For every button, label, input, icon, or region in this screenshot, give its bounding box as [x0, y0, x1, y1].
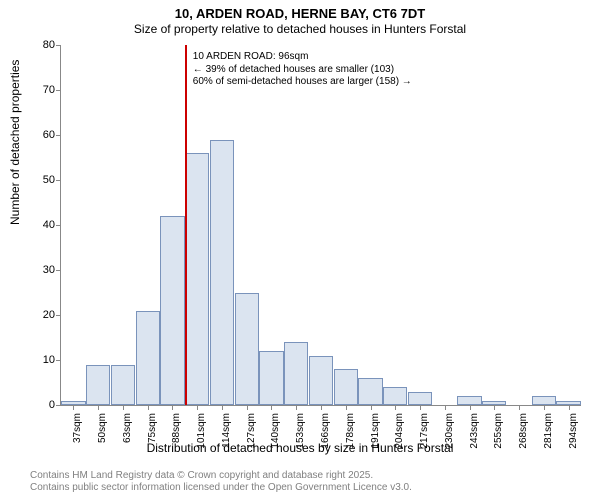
histogram-bar — [111, 365, 135, 406]
x-tick-label: 127sqm — [246, 413, 257, 453]
y-tick-label: 0 — [49, 399, 55, 411]
histogram-bar — [185, 153, 209, 405]
x-tick-label: 50sqm — [97, 413, 108, 453]
x-tick — [420, 405, 421, 410]
x-tick — [98, 405, 99, 410]
title-sub: Size of property relative to detached ho… — [0, 22, 600, 36]
y-tick-label: 20 — [43, 309, 55, 321]
histogram-bar — [334, 369, 358, 405]
x-tick — [73, 405, 74, 410]
histogram-bar — [383, 387, 407, 405]
x-tick-label: 230sqm — [444, 413, 455, 453]
histogram-bar — [532, 396, 556, 405]
histogram-bar — [284, 342, 308, 405]
y-tick — [56, 180, 61, 181]
x-tick — [148, 405, 149, 410]
x-tick-label: 294sqm — [568, 413, 579, 453]
y-tick — [56, 225, 61, 226]
histogram-bar — [309, 356, 333, 406]
y-tick-label: 40 — [43, 219, 55, 231]
y-tick — [56, 135, 61, 136]
x-tick-label: 217sqm — [419, 413, 430, 453]
y-tick — [56, 45, 61, 46]
x-tick-label: 63sqm — [122, 413, 133, 453]
x-tick — [544, 405, 545, 410]
x-tick-label: 114sqm — [221, 413, 232, 453]
plot-area: 10 ARDEN ROAD: 96sqm← 39% of detached ho… — [60, 45, 581, 406]
histogram-bar — [259, 351, 283, 405]
footer-line2: Contains public sector information licen… — [30, 482, 412, 494]
x-tick — [271, 405, 272, 410]
histogram-bar — [358, 378, 382, 405]
y-tick-label: 50 — [43, 174, 55, 186]
x-tick — [222, 405, 223, 410]
x-tick-label: 101sqm — [196, 413, 207, 453]
chart-container: 10, ARDEN ROAD, HERNE BAY, CT6 7DT Size … — [0, 0, 600, 500]
x-tick — [123, 405, 124, 410]
x-tick — [197, 405, 198, 410]
x-tick-label: 255sqm — [493, 413, 504, 453]
y-tick — [56, 315, 61, 316]
y-tick-label: 70 — [43, 84, 55, 96]
x-tick-label: 204sqm — [394, 413, 405, 453]
x-tick — [296, 405, 297, 410]
title-main: 10, ARDEN ROAD, HERNE BAY, CT6 7DT — [0, 6, 600, 21]
y-tick — [56, 360, 61, 361]
histogram-bar — [408, 392, 432, 406]
y-tick-label: 10 — [43, 354, 55, 366]
annot-line2: ← 39% of detached houses are smaller (10… — [193, 64, 412, 77]
x-tick-label: 281sqm — [543, 413, 554, 453]
annot-line1: 10 ARDEN ROAD: 96sqm — [193, 51, 412, 64]
histogram-bar — [235, 293, 259, 406]
x-tick — [371, 405, 372, 410]
x-tick — [569, 405, 570, 410]
x-tick-label: 88sqm — [171, 413, 182, 453]
x-tick-label: 191sqm — [370, 413, 381, 453]
x-tick — [247, 405, 248, 410]
x-tick-label: 243sqm — [469, 413, 480, 453]
x-tick-label: 37sqm — [72, 413, 83, 453]
x-tick — [321, 405, 322, 410]
histogram-bar — [210, 140, 234, 406]
x-tick — [445, 405, 446, 410]
histogram-bar — [457, 396, 481, 405]
y-tick — [56, 405, 61, 406]
x-tick-label: 153sqm — [295, 413, 306, 453]
x-tick — [470, 405, 471, 410]
x-tick-label: 75sqm — [147, 413, 158, 453]
x-tick — [172, 405, 173, 410]
annot-line3: 60% of semi-detached houses are larger (… — [193, 76, 412, 89]
y-tick-label: 30 — [43, 264, 55, 276]
x-tick-label: 178sqm — [345, 413, 356, 453]
y-tick — [56, 90, 61, 91]
x-tick-label: 166sqm — [320, 413, 331, 453]
x-tick — [346, 405, 347, 410]
y-axis-label: Number of detached properties — [8, 60, 22, 225]
y-tick-label: 80 — [43, 39, 55, 51]
y-tick — [56, 270, 61, 271]
y-tick-label: 60 — [43, 129, 55, 141]
x-tick-label: 140sqm — [270, 413, 281, 453]
x-tick — [494, 405, 495, 410]
x-tick-label: 268sqm — [518, 413, 529, 453]
reference-line — [185, 45, 187, 405]
histogram-bar — [136, 311, 160, 406]
footer-line1: Contains HM Land Registry data © Crown c… — [30, 470, 412, 482]
x-tick — [519, 405, 520, 410]
footer-credits: Contains HM Land Registry data © Crown c… — [30, 470, 412, 494]
histogram-bar — [160, 216, 184, 405]
x-tick — [395, 405, 396, 410]
reference-annotation: 10 ARDEN ROAD: 96sqm← 39% of detached ho… — [193, 51, 412, 89]
histogram-bar — [86, 365, 110, 406]
